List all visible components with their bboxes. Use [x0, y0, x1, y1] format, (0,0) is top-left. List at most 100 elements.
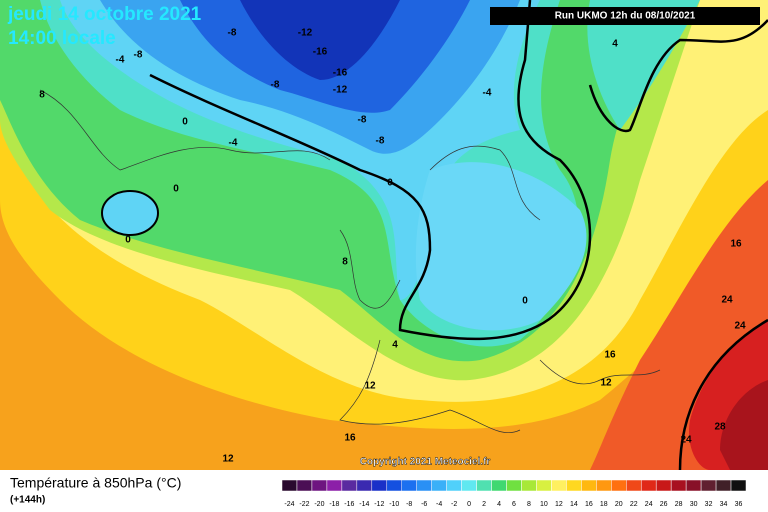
run-banner: [490, 7, 760, 25]
contour-label: 16: [730, 239, 742, 250]
scale-label: 24: [645, 501, 653, 508]
scale-label: -18: [329, 501, 339, 508]
scale-swatch: [401, 479, 417, 492]
scale-swatch: [551, 479, 567, 492]
contour-label: -8: [228, 28, 237, 39]
scale-label: 8: [527, 501, 531, 508]
scale-swatch: [730, 479, 747, 492]
scale-swatch: [626, 479, 642, 492]
field-cold-spot: [101, 190, 159, 236]
scale-label: 18: [600, 501, 608, 508]
contour-label: 4: [392, 340, 398, 351]
coastlines: [39, 89, 661, 434]
contour-label: -8: [376, 136, 385, 147]
scale-swatch: [670, 479, 687, 492]
scale-swatch: [446, 479, 462, 492]
coast-path: [39, 89, 661, 434]
contour-label: 8: [342, 257, 348, 268]
contour-label: -8: [271, 80, 280, 91]
field-lightblue-europe: [415, 162, 587, 331]
scale-label: 30: [690, 501, 698, 508]
scale-swatch: [326, 479, 343, 492]
scale-label: -6: [421, 501, 427, 508]
contour-label: 12: [364, 381, 376, 392]
isotherm-line: [149, 0, 592, 341]
contour-label: 24: [734, 321, 746, 332]
contour-label: -4: [483, 88, 492, 99]
contour-label: 16: [604, 350, 616, 361]
contour-labels: -8 -12-16-4 -8-16-12-8-4480-4-8-8000804162…: [39, 28, 746, 465]
isotherm-line: [588, 19, 768, 133]
scale-swatch: [566, 479, 582, 492]
scale-label: 2: [482, 501, 486, 508]
scale-label: -10: [389, 501, 399, 508]
scale-swatch: [386, 479, 402, 492]
scale-label: -22: [299, 501, 309, 508]
map-time: 14:00 locale: [8, 28, 116, 49]
scale-swatch: [416, 479, 432, 492]
contour-label: -4: [116, 55, 125, 66]
contour-label: -8: [134, 50, 143, 61]
scale-label: -12: [374, 501, 384, 508]
contour-label: 16: [344, 433, 356, 444]
scale-label: -16: [344, 501, 354, 508]
field-deepblue: [240, 0, 400, 80]
zero-isotherm: [149, 0, 768, 471]
footer-subtitle: (+144h): [10, 495, 45, 506]
scale-label: 32: [705, 501, 713, 508]
scale-swatch: [536, 479, 552, 492]
scale-swatch: [581, 479, 597, 492]
scale-label: 36: [735, 501, 743, 508]
scale-swatch: [296, 479, 313, 492]
scale-label: 20: [615, 501, 623, 508]
scale-swatch: [521, 479, 537, 492]
contour-label: 24: [680, 435, 692, 446]
contour-label: 12: [222, 454, 234, 465]
contour-label: 28: [714, 422, 726, 433]
field-deepred: [720, 380, 768, 470]
scale-label: 28: [675, 501, 683, 508]
scale-label: -14: [359, 501, 369, 508]
scale-label: 16: [585, 501, 593, 508]
scale-label: -2: [451, 501, 457, 508]
scale-swatch: [491, 479, 507, 492]
scale-label: 14: [570, 501, 578, 508]
scale-swatch: [356, 479, 373, 492]
run-info: Run UKMO 12h du 08/10/2021: [555, 11, 696, 22]
contour-label: 4: [612, 39, 618, 50]
footer-title: Température à 850hPa (°C): [10, 475, 181, 491]
scale-swatch: [281, 479, 298, 492]
contour-label: -16: [313, 47, 328, 58]
scale-label: 34: [720, 501, 728, 508]
scale-swatch: [700, 479, 717, 492]
scale-swatch: [461, 479, 477, 492]
contour-label: 0: [522, 296, 528, 307]
scale-label: 26: [660, 501, 668, 508]
scale-swatch: [311, 479, 328, 492]
contour-label: 12: [600, 378, 612, 389]
scale-label: 10: [540, 501, 548, 508]
contour-label: 0: [125, 235, 131, 246]
scale-swatch: [341, 479, 358, 492]
scale-label: 12: [555, 501, 563, 508]
scale-label: 6: [512, 501, 516, 508]
scale-label: 0: [467, 501, 471, 508]
contour-label: -8: [358, 115, 367, 126]
scale-swatch: [715, 479, 732, 492]
contour-label: 8: [39, 90, 45, 101]
contour-label: 0: [182, 117, 188, 128]
scale-swatch: [655, 479, 672, 492]
scale-label: -4: [436, 501, 442, 508]
isotherm-line: [678, 318, 768, 471]
scale-swatch: [611, 479, 627, 492]
color-scale: -24 -22 -20 -18 -16 -14 -12 -10 -8 -6 -4 -2 0 2 4 6 8 10 1…: [281, 479, 747, 508]
scale-label: -20: [314, 501, 324, 508]
scale-swatch: [431, 479, 447, 492]
contour-label: -12: [333, 85, 348, 96]
contour-label: 24: [721, 295, 733, 306]
contour-label: -4: [229, 138, 238, 149]
scale-swatch: [506, 479, 522, 492]
scale-label: 4: [497, 501, 501, 508]
scale-swatch: [685, 479, 702, 492]
